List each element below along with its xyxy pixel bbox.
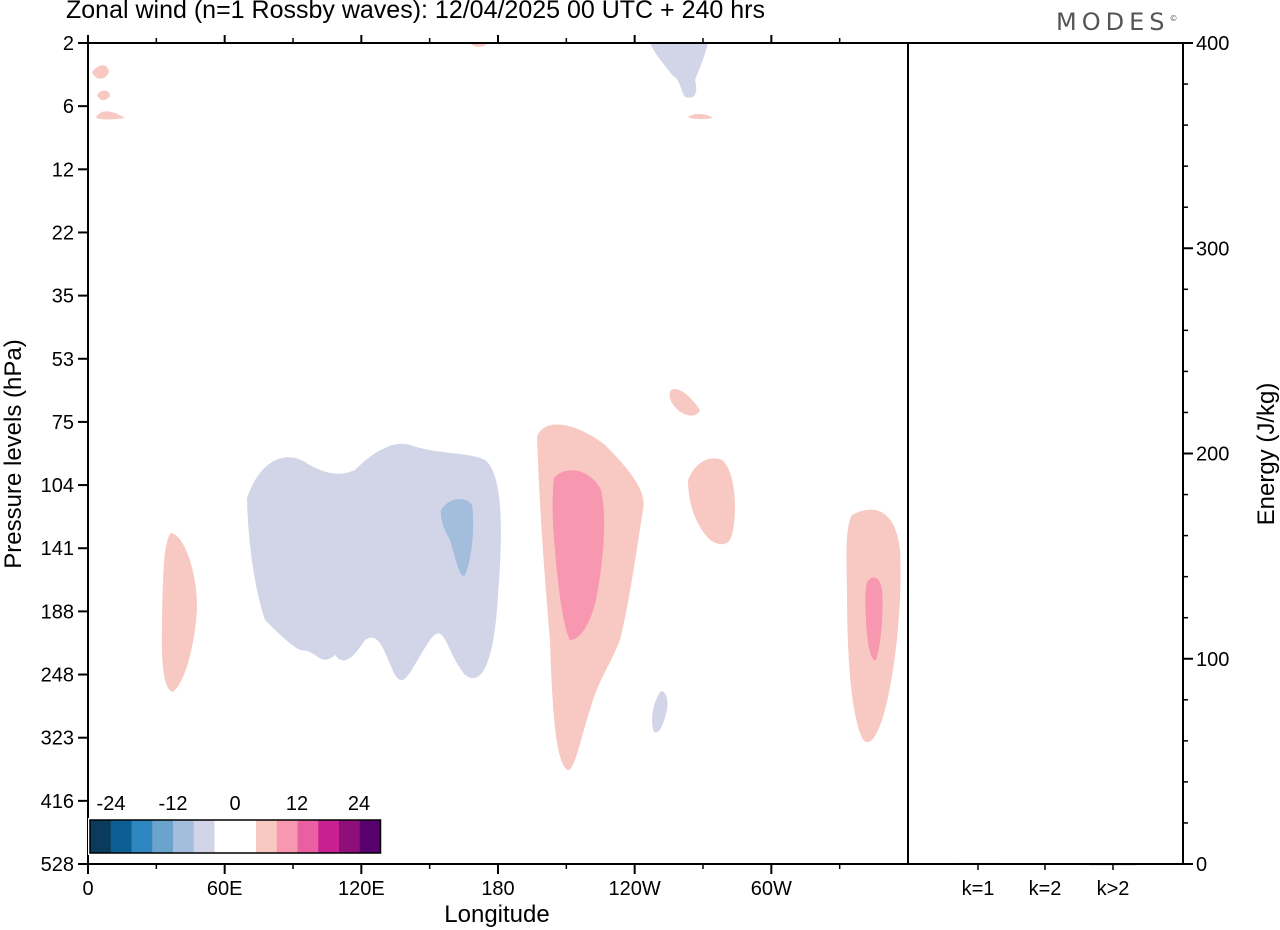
contour-positive-4 [552, 470, 605, 640]
contour-field [92, 43, 901, 770]
y-tick-label: 188 [41, 601, 74, 623]
energy-bar-label: k>2 [1097, 878, 1130, 900]
modes-logo: MODES© [1056, 8, 1177, 36]
colorbar-swatch [173, 820, 195, 853]
y-tick-label: 35 [52, 286, 74, 308]
contour-negative-1 [247, 443, 501, 681]
energy-bar-label: k=1 [962, 878, 995, 900]
energy-plot-frame [907, 42, 1184, 865]
colorbar-swatch [90, 820, 112, 853]
colorbar-frame [89, 819, 382, 854]
energy-tick-label: 0 [1196, 854, 1207, 876]
energy-bar-label: k=2 [1029, 878, 1062, 900]
energy-tick-label: 400 [1196, 33, 1229, 55]
colorbar-swatch [193, 820, 215, 853]
x-tick-label: 60E [207, 878, 243, 900]
colorbar-swatch [318, 820, 340, 853]
energy-tick-label: 100 [1196, 649, 1229, 671]
energy-axis-label: Energy (J/kg) [1253, 383, 1280, 526]
colorbar-label: 24 [348, 793, 370, 815]
colorbar-swatch [276, 820, 298, 853]
colorbar-swatch [235, 820, 257, 853]
y-tick-label: 75 [52, 412, 74, 434]
contour-positive-11 [92, 43, 713, 120]
colorbar-swatch [131, 820, 153, 853]
x-axis-label: Longitude [444, 901, 549, 928]
y-tick-label: 6 [63, 96, 74, 118]
energy-bars: k=1 k=2 k>2 [955, 862, 1136, 900]
x-axis: 0 60E 120E 180 120W 60W [82, 35, 841, 900]
x-tick-label: 120W [609, 878, 661, 900]
chart-title: Zonal wind (n=1 Rossby waves): 12/04/202… [66, 0, 765, 24]
contour-negative-7 [652, 691, 668, 733]
colorbar-label: 0 [229, 793, 240, 815]
contour-negative-2 [440, 498, 474, 576]
x-tick-label: 60W [751, 878, 792, 900]
colorbar-label: -24 [97, 793, 126, 815]
contour-positive-6 [669, 389, 700, 416]
colorbar-label: 12 [286, 793, 308, 815]
plot-frames [87, 42, 1184, 865]
y-tick-label: 528 [41, 854, 74, 876]
y-tick-label: 323 [41, 728, 74, 750]
y-tick-label: 53 [52, 349, 74, 371]
energy-tick-label: 300 [1196, 238, 1229, 260]
colorbar-swatch [256, 820, 278, 853]
colorbar-swatch [214, 820, 236, 853]
logo-mark: © [1169, 14, 1178, 23]
energy-bar-k=1 [955, 862, 1001, 865]
contour-positive-0 [161, 533, 198, 692]
y-tick-label: 104 [41, 475, 74, 497]
energy-axis: 0 100 200 300 400 [1183, 33, 1229, 876]
colorbar-swatch [359, 820, 381, 853]
main-plot-frame [87, 42, 909, 865]
colorbar-swatch [110, 820, 132, 853]
contour-positive-5 [688, 458, 735, 545]
colorbar-label: -12 [159, 793, 188, 815]
colorbar-swatch [339, 820, 361, 853]
colorbar: -24 -12 0 12 24 [88, 793, 383, 855]
y-axis-label: Pressure levels (hPa) [0, 339, 27, 568]
x-tick-label: 120E [338, 878, 385, 900]
colorbar-swatch [152, 820, 174, 853]
y-tick-label: 2 [63, 33, 74, 55]
y-tick-label: 248 [41, 665, 74, 687]
x-tick-label: 180 [481, 878, 514, 900]
colorbar-swatch [297, 820, 319, 853]
logo-text: MODES [1056, 8, 1170, 36]
contour-negative-10 [650, 43, 708, 98]
x-tick-label: 0 [82, 878, 93, 900]
y-tick-label: 12 [52, 159, 74, 181]
y-tick-label: 416 [41, 791, 74, 813]
energy-tick-label: 200 [1196, 444, 1229, 466]
contour-positive-9 [865, 577, 883, 661]
y-tick-label: 141 [41, 538, 74, 560]
y-tick-label: 22 [52, 222, 74, 244]
y-axis: 2 6 12 22 35 53 75 104 141 188 248 323 416 528 [41, 33, 88, 876]
